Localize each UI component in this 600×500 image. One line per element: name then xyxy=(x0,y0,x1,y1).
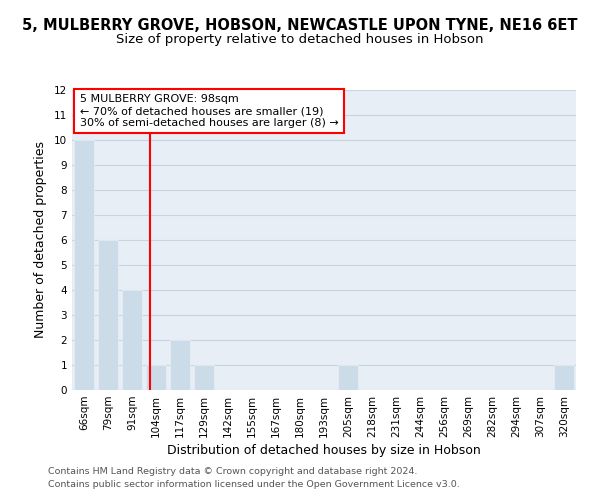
Bar xyxy=(338,365,358,390)
Text: 5 MULBERRY GROVE: 98sqm
← 70% of detached houses are smaller (19)
30% of semi-de: 5 MULBERRY GROVE: 98sqm ← 70% of detache… xyxy=(80,94,338,128)
Text: Size of property relative to detached houses in Hobson: Size of property relative to detached ho… xyxy=(116,32,484,46)
Text: 5, MULBERRY GROVE, HOBSON, NEWCASTLE UPON TYNE, NE16 6ET: 5, MULBERRY GROVE, HOBSON, NEWCASTLE UPO… xyxy=(22,18,578,32)
X-axis label: Distribution of detached houses by size in Hobson: Distribution of detached houses by size … xyxy=(167,444,481,457)
Bar xyxy=(74,140,94,390)
Y-axis label: Number of detached properties: Number of detached properties xyxy=(34,142,47,338)
Bar xyxy=(146,365,166,390)
Text: Contains HM Land Registry data © Crown copyright and database right 2024.: Contains HM Land Registry data © Crown c… xyxy=(48,467,418,476)
Bar xyxy=(122,290,142,390)
Bar xyxy=(194,365,214,390)
Bar xyxy=(98,240,118,390)
Bar xyxy=(554,365,574,390)
Bar xyxy=(170,340,190,390)
Text: Contains public sector information licensed under the Open Government Licence v3: Contains public sector information licen… xyxy=(48,480,460,489)
